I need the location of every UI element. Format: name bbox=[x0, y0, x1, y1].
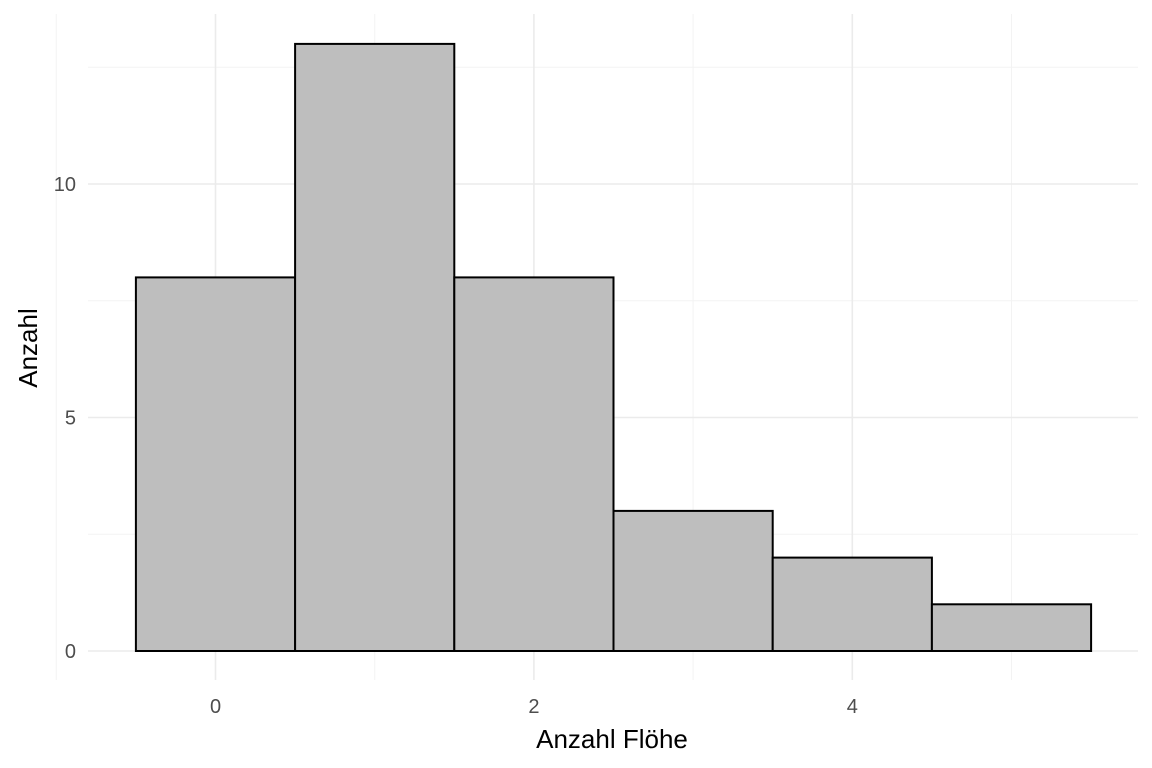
histogram-bar bbox=[930, 603, 1093, 652]
y-tick-label: 5 bbox=[65, 408, 76, 430]
histogram-bar bbox=[612, 509, 774, 652]
y-tick-label: 10 bbox=[54, 174, 76, 196]
y-tick-label: 0 bbox=[65, 641, 76, 663]
ticks-layer: 0 2 4 0 5 10 bbox=[54, 174, 858, 718]
bars-layer bbox=[134, 42, 1093, 652]
y-axis-title: Anzahl bbox=[13, 308, 43, 388]
x-tick-label: 4 bbox=[847, 696, 858, 718]
histogram-bar bbox=[134, 276, 297, 652]
histogram-bar bbox=[453, 276, 615, 652]
histogram-bar bbox=[294, 42, 456, 652]
x-tick-label: 2 bbox=[528, 696, 539, 718]
histogram-bar bbox=[771, 556, 933, 652]
x-axis-title: Anzahl Flöhe bbox=[536, 724, 688, 754]
x-tick-label: 0 bbox=[210, 696, 221, 718]
